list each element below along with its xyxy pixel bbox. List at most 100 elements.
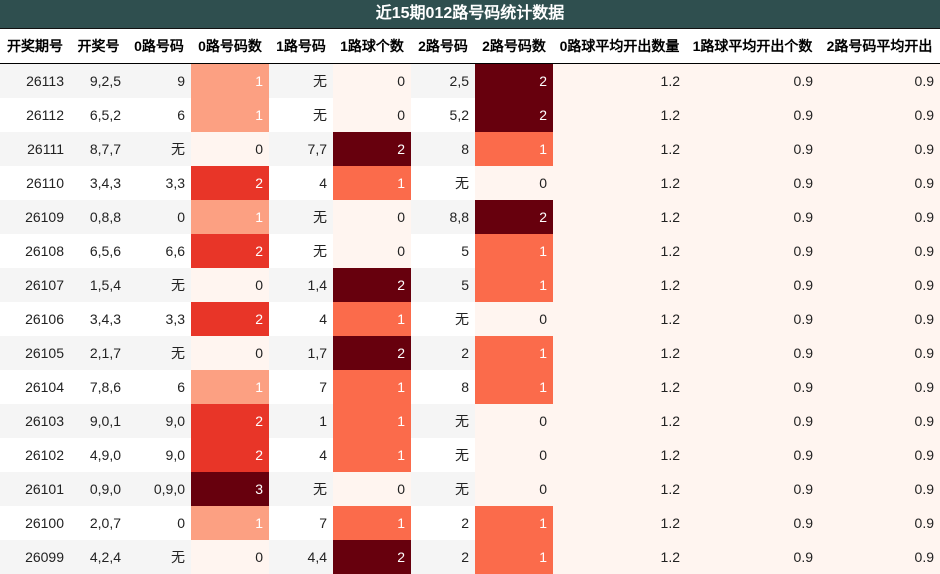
route1-numbers-cell: 无 — [269, 64, 333, 99]
route0-numbers-cell: 0 — [127, 506, 191, 540]
period-cell: 26109 — [0, 200, 70, 234]
route1-count-cell: 2 — [333, 268, 411, 302]
route1-avg-cell: 0.9 — [686, 370, 819, 404]
period-cell: 26113 — [0, 64, 70, 99]
route1-count-cell: 2 — [333, 132, 411, 166]
route1-count-cell: 0 — [333, 64, 411, 99]
route2-count-cell: 1 — [475, 370, 553, 404]
route1-count-cell: 2 — [333, 336, 411, 370]
route2-numbers-cell: 5 — [411, 234, 475, 268]
route1-avg-cell: 0.9 — [686, 438, 819, 472]
draw-cell: 3,4,3 — [70, 302, 127, 336]
route1-avg-cell: 0.9 — [686, 336, 819, 370]
route2-count-cell: 1 — [475, 506, 553, 540]
draw-cell: 4,9,0 — [70, 438, 127, 472]
route0-numbers-cell: 0,9,0 — [127, 472, 191, 506]
draw-cell: 1,5,4 — [70, 268, 127, 302]
route1-count-cell: 1 — [333, 506, 411, 540]
period-cell: 26105 — [0, 336, 70, 370]
route1-numbers-cell: 1,7 — [269, 336, 333, 370]
draw-cell: 6,5,6 — [70, 234, 127, 268]
route1-numbers-cell: 4 — [269, 166, 333, 200]
route1-numbers-cell: 7 — [269, 370, 333, 404]
route0-count-cell: 0 — [191, 336, 269, 370]
route0-count-cell: 1 — [191, 98, 269, 132]
route2-numbers-cell: 2 — [411, 540, 475, 574]
route1-count-cell: 1 — [333, 166, 411, 200]
route0-numbers-cell: 0 — [127, 200, 191, 234]
route0-numbers-cell: 无 — [127, 268, 191, 302]
period-cell: 26100 — [0, 506, 70, 540]
route2-avg-cell: 0.9 — [819, 98, 940, 132]
route2-count-cell: 1 — [475, 540, 553, 574]
route0-count-cell: 2 — [191, 404, 269, 438]
table-title: 近15期012路号码统计数据 — [0, 0, 940, 29]
period-cell: 26111 — [0, 132, 70, 166]
route2-avg-cell: 0.9 — [819, 132, 940, 166]
route0-numbers-cell: 9,0 — [127, 438, 191, 472]
period-cell: 26112 — [0, 98, 70, 132]
route1-avg-cell: 0.9 — [686, 540, 819, 574]
col-header-route1-count: 1路球个数 — [333, 29, 411, 64]
route0-count-cell: 1 — [191, 200, 269, 234]
route2-avg-cell: 0.9 — [819, 64, 940, 99]
route2-numbers-cell: 8 — [411, 132, 475, 166]
col-header-route2-avg: 2路号码平均开出 — [819, 29, 940, 64]
route1-avg-cell: 0.9 — [686, 132, 819, 166]
route0-avg-cell: 1.2 — [553, 64, 686, 99]
route0-numbers-cell: 9 — [127, 64, 191, 99]
route1-avg-cell: 0.9 — [686, 472, 819, 506]
route2-count-cell: 2 — [475, 64, 553, 99]
route1-count-cell: 1 — [333, 404, 411, 438]
period-cell: 26101 — [0, 472, 70, 506]
route0-count-cell: 0 — [191, 268, 269, 302]
route1-avg-cell: 0.9 — [686, 200, 819, 234]
col-header-route0-count: 0路号码数 — [191, 29, 269, 64]
period-cell: 26107 — [0, 268, 70, 302]
stats-table: 开奖期号 开奖号 0路号码 0路号码数 1路号码 1路球个数 2路号码 2路号码… — [0, 29, 940, 574]
route2-numbers-cell: 2 — [411, 506, 475, 540]
route1-avg-cell: 0.9 — [686, 64, 819, 99]
route1-numbers-cell: 7,7 — [269, 132, 333, 166]
route1-numbers-cell: 无 — [269, 472, 333, 506]
route2-avg-cell: 0.9 — [819, 540, 940, 574]
route0-avg-cell: 1.2 — [553, 200, 686, 234]
route2-avg-cell: 0.9 — [819, 234, 940, 268]
route0-avg-cell: 1.2 — [553, 132, 686, 166]
route0-avg-cell: 1.2 — [553, 98, 686, 132]
route2-count-cell: 1 — [475, 234, 553, 268]
route0-count-cell: 0 — [191, 132, 269, 166]
route0-avg-cell: 1.2 — [553, 370, 686, 404]
route2-avg-cell: 0.9 — [819, 472, 940, 506]
route1-numbers-cell: 1 — [269, 404, 333, 438]
route0-count-cell: 1 — [191, 506, 269, 540]
period-cell: 26108 — [0, 234, 70, 268]
col-header-route1-avg: 1路球平均开出个数 — [686, 29, 819, 64]
route1-avg-cell: 0.9 — [686, 234, 819, 268]
route2-count-cell: 2 — [475, 200, 553, 234]
route0-count-cell: 2 — [191, 302, 269, 336]
route1-numbers-cell: 7 — [269, 506, 333, 540]
draw-cell: 2,1,7 — [70, 336, 127, 370]
period-cell: 26110 — [0, 166, 70, 200]
route0-avg-cell: 1.2 — [553, 166, 686, 200]
route2-avg-cell: 0.9 — [819, 302, 940, 336]
col-header-route0-avg: 0路球平均开出数量 — [553, 29, 686, 64]
route0-numbers-cell: 3,3 — [127, 302, 191, 336]
col-header-route2-count: 2路号码数 — [475, 29, 553, 64]
draw-cell: 0,9,0 — [70, 472, 127, 506]
route2-numbers-cell: 5 — [411, 268, 475, 302]
route2-avg-cell: 0.9 — [819, 268, 940, 302]
route2-avg-cell: 0.9 — [819, 200, 940, 234]
route2-count-cell: 0 — [475, 438, 553, 472]
route2-count-cell: 1 — [475, 132, 553, 166]
route2-avg-cell: 0.9 — [819, 506, 940, 540]
route0-numbers-cell: 6,6 — [127, 234, 191, 268]
